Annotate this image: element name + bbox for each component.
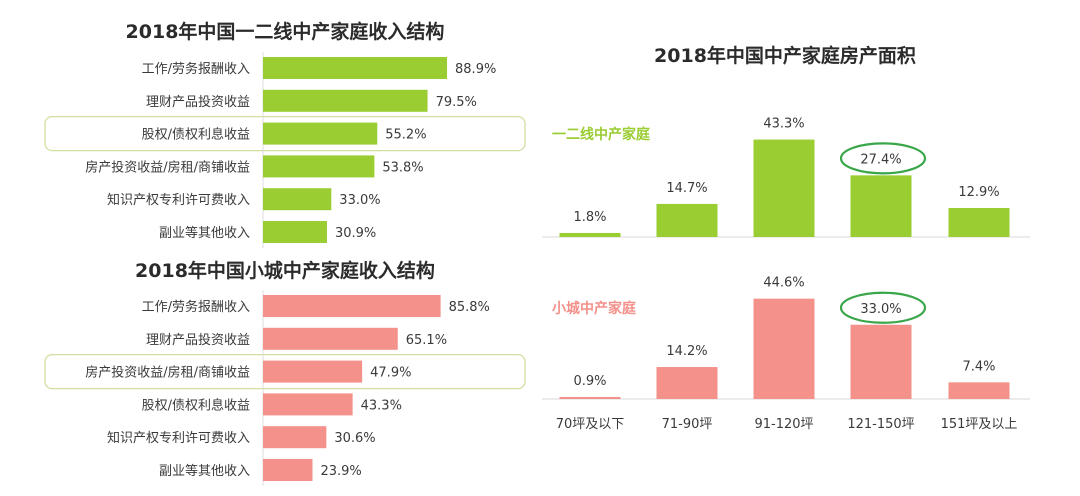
- category-label: 知识产权专利许可费收入: [107, 192, 250, 208]
- value-label: 65.1%: [406, 333, 447, 348]
- chart-title: 2018年中国一二线中产家庭收入结构: [126, 20, 445, 43]
- highlight-box: [44, 353, 526, 390]
- highlight-circle: [839, 142, 927, 175]
- category-label: 股权/债权利息收益: [142, 127, 250, 143]
- value-label: 7.4%: [962, 359, 995, 374]
- category-label: 股权/债权利息收益: [142, 397, 250, 413]
- bar: [263, 459, 313, 481]
- bar: [263, 295, 441, 317]
- value-label: 47.9%: [370, 366, 411, 381]
- series-label: 一二线中产家庭: [552, 126, 651, 143]
- value-label: 30.6%: [334, 431, 375, 446]
- x-tick-label: 121-150坪: [847, 417, 914, 432]
- value-label: 33.0%: [860, 302, 901, 317]
- bar: [263, 327, 398, 350]
- value-label: 30.9%: [335, 226, 376, 241]
- value-label: 12.9%: [958, 185, 999, 200]
- highlight-circle: [839, 291, 927, 324]
- bar: [948, 207, 1010, 237]
- value-label: 14.7%: [666, 181, 707, 196]
- value-label: 43.3%: [763, 117, 804, 132]
- bar: [263, 122, 378, 145]
- value-label: 79.5%: [436, 95, 477, 110]
- bar: [559, 396, 621, 399]
- x-tick-label: 91-120坪: [754, 417, 813, 432]
- category-label: 理财产品投资收益: [146, 94, 250, 110]
- value-label: 85.8%: [449, 300, 490, 315]
- bar: [263, 188, 332, 211]
- category-label: 知识产权专利许可费收入: [107, 430, 250, 446]
- highlight-box: [44, 115, 526, 152]
- value-label: 23.9%: [320, 464, 361, 479]
- category-label: 房产投资收益/房租/商铺收益: [85, 159, 250, 175]
- bar: [753, 298, 815, 399]
- bar: [263, 89, 428, 112]
- category-label: 副业等其他收入: [159, 225, 250, 241]
- category-label: 工作/劳务报酬收入: [142, 61, 250, 77]
- chart-title: 2018年中国小城中产家庭收入结构: [135, 259, 435, 282]
- value-label: 88.9%: [455, 62, 496, 77]
- value-label: 44.6%: [763, 276, 804, 291]
- bar: [559, 232, 621, 237]
- series-panel-0: 一二线中产家庭 1.8% 14.7% 43.3% 27.4% 12.9%: [542, 117, 1030, 238]
- bar: [263, 57, 448, 79]
- bar: [263, 360, 363, 383]
- chart-title: 2018年中国中产家庭房产面积: [654, 44, 916, 67]
- value-label: 53.8%: [382, 160, 423, 175]
- value-label: 27.4%: [860, 152, 901, 167]
- x-tick-label: 70坪及以下: [556, 417, 625, 432]
- category-label: 理财产品投资收益: [146, 332, 250, 348]
- value-label: 14.2%: [666, 344, 707, 359]
- bar: [656, 203, 718, 237]
- bar: [850, 324, 912, 399]
- x-tick-label: 71-90坪: [662, 417, 713, 432]
- value-label: 33.0%: [339, 193, 380, 208]
- bar: [850, 175, 912, 237]
- value-label: 1.8%: [573, 210, 606, 225]
- bar: [263, 426, 327, 449]
- value-label: 0.9%: [573, 374, 606, 389]
- category-label: 房产投资收益/房租/商铺收益: [85, 365, 250, 381]
- bar: [948, 382, 1010, 399]
- bar: [263, 155, 375, 178]
- category-label: 副业等其他收入: [159, 463, 250, 479]
- category-label: 工作/劳务报酬收入: [142, 299, 250, 315]
- series-label: 小城中产家庭: [552, 300, 637, 317]
- bar: [656, 367, 718, 399]
- bar: [753, 139, 815, 237]
- x-tick-label: 151坪及以上: [941, 417, 1018, 432]
- value-label: 43.3%: [361, 398, 402, 413]
- bar: [263, 221, 327, 243]
- value-label: 55.2%: [385, 128, 426, 143]
- series-panel-1: 小城中产家庭 0.9% 14.2% 44.6% 33.0% 7.4%: [542, 276, 1030, 400]
- bar: [263, 393, 353, 416]
